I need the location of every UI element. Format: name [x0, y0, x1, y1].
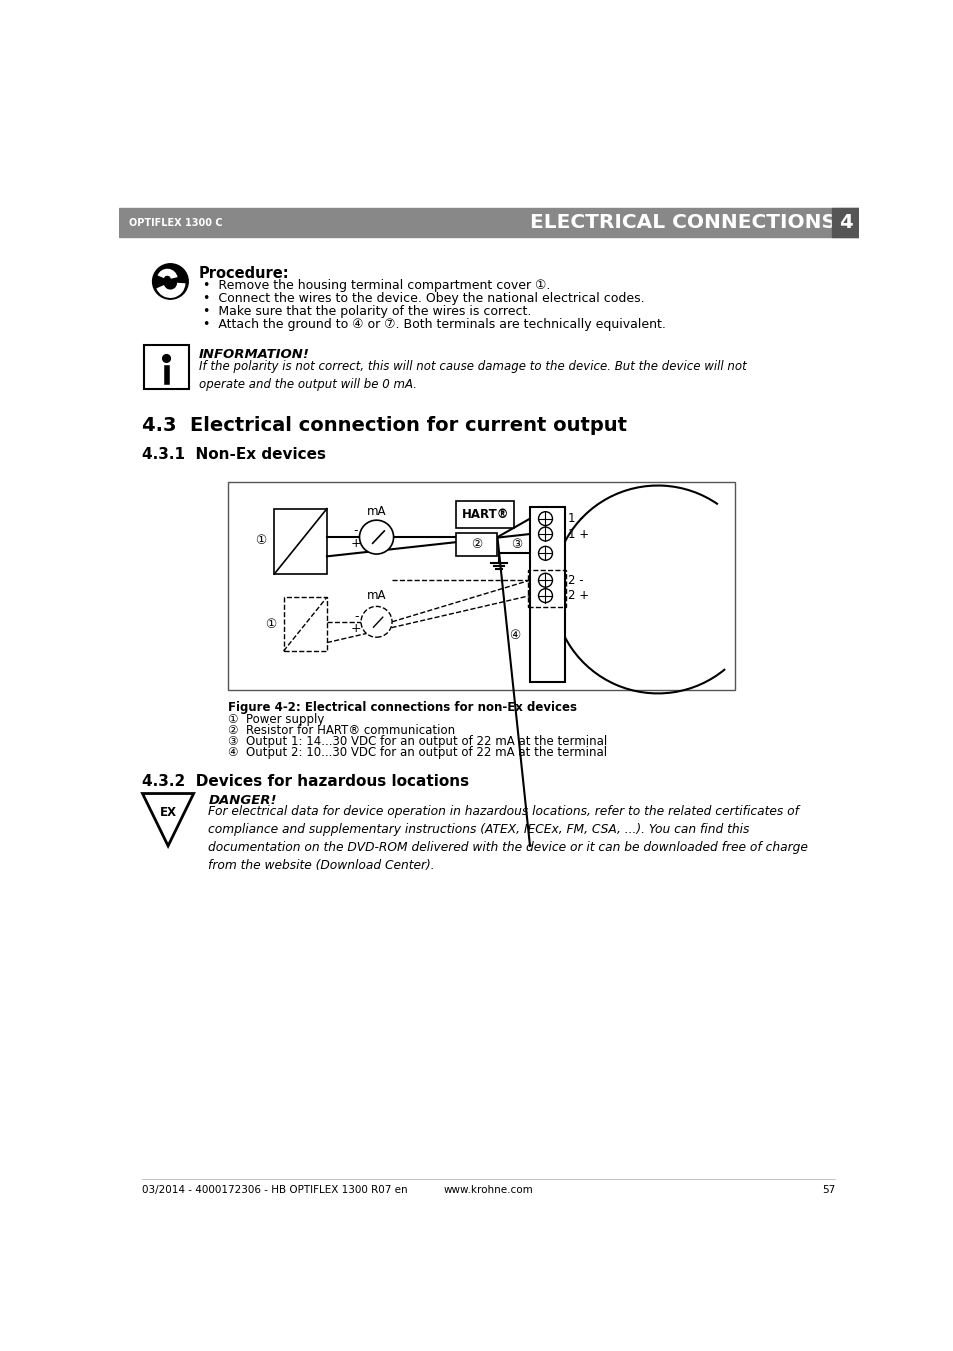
Text: 2 +: 2 + [567, 589, 589, 603]
Text: www.krohne.com: www.krohne.com [443, 1185, 534, 1194]
Text: DANGER!: DANGER! [208, 793, 276, 807]
Text: 1 -: 1 - [567, 512, 583, 526]
Text: 4.3  Electrical connection for current output: 4.3 Electrical connection for current ou… [142, 416, 627, 435]
Text: mA: mA [366, 505, 386, 517]
Text: •  Remove the housing terminal compartment cover ①.: • Remove the housing terminal compartmen… [203, 280, 550, 292]
Circle shape [537, 527, 552, 540]
Circle shape [537, 546, 552, 561]
Text: 57: 57 [821, 1185, 835, 1194]
Text: ①: ① [265, 617, 275, 631]
Text: EX: EX [159, 807, 176, 819]
Text: mA: mA [366, 589, 386, 603]
Bar [228, 482, 735, 689]
Text: 4.3.1  Non-Ex devices: 4.3.1 Non-Ex devices [142, 447, 326, 462]
Text: 4: 4 [838, 213, 851, 232]
Text: ②: ② [471, 538, 482, 551]
Bar [530, 507, 564, 682]
Text: OPTIFLEX 1300 C: OPTIFLEX 1300 C [129, 218, 222, 227]
Bar [144, 345, 189, 389]
Circle shape [154, 266, 186, 297]
Text: +: + [350, 536, 360, 550]
Text: ②  Resistor for HART® communication: ② Resistor for HART® communication [228, 724, 455, 738]
Text: ①  Power supply: ① Power supply [228, 713, 324, 727]
Text: 1 +: 1 + [567, 527, 589, 540]
Circle shape [162, 354, 171, 362]
Text: 2 -: 2 - [567, 574, 583, 586]
Text: For electrical data for device operation in hazardous locations, refer to the re: For electrical data for device operation… [208, 805, 807, 871]
Bar [456, 501, 514, 528]
Text: INFORMATION!: INFORMATION! [199, 349, 310, 362]
Circle shape [537, 589, 552, 603]
Text: ①: ① [255, 535, 267, 547]
Text: Figure 4-2: Electrical connections for non-Ex devices: Figure 4-2: Electrical connections for n… [228, 701, 577, 715]
Text: •  Attach the ground to ④ or ⑦. Both terminals are technically equivalent.: • Attach the ground to ④ or ⑦. Both term… [203, 319, 665, 331]
Bar [274, 508, 327, 574]
Text: ④: ④ [508, 630, 519, 642]
Text: ④  Output 2: 10...30 VDC for an output of 22 mA at the terminal: ④ Output 2: 10...30 VDC for an output of… [228, 746, 606, 759]
Text: HART®: HART® [461, 508, 509, 521]
Polygon shape [142, 793, 193, 846]
Text: +: + [351, 623, 361, 635]
Bar [119, 208, 858, 236]
Text: -: - [354, 609, 358, 623]
Text: ELECTRICAL CONNECTIONS: ELECTRICAL CONNECTIONS [530, 213, 835, 232]
Text: •  Make sure that the polarity of the wires is correct.: • Make sure that the polarity of the wir… [203, 305, 531, 319]
Circle shape [537, 512, 552, 526]
Text: 4.3.2  Devices for hazardous locations: 4.3.2 Devices for hazardous locations [142, 774, 469, 789]
Text: ③: ③ [511, 538, 522, 551]
Text: •  Connect the wires to the device. Obey the national electrical codes.: • Connect the wires to the device. Obey … [203, 292, 644, 305]
Text: Procedure:: Procedure: [199, 266, 290, 281]
Text: If the polarity is not correct, this will not cause damage to the device. But th: If the polarity is not correct, this wil… [199, 359, 746, 390]
Text: 03/2014 - 4000172306 - HB OPTIFLEX 1300 R07 en: 03/2014 - 4000172306 - HB OPTIFLEX 1300 … [142, 1185, 408, 1194]
Text: ③  Output 1: 14...30 VDC for an output of 22 mA at the terminal: ③ Output 1: 14...30 VDC for an output of… [228, 735, 606, 748]
Bar [456, 534, 497, 557]
Bar [831, 208, 858, 236]
Circle shape [359, 520, 394, 554]
Bar [283, 597, 327, 651]
Text: -: - [353, 524, 357, 538]
Circle shape [152, 263, 188, 299]
Circle shape [537, 573, 552, 588]
Circle shape [360, 607, 392, 638]
Bar [528, 570, 566, 607]
